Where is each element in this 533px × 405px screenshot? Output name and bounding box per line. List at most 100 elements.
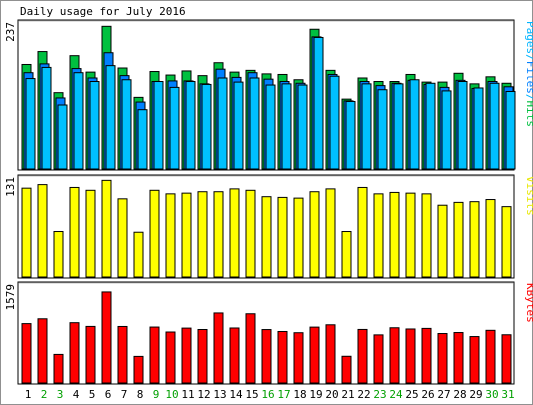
- x-axis-day-labels: 1 2 3 4 5 6 7 8 9 10 11 12 13 14 15 16 17 18 19 20 21 22 23 24 2…: [25, 388, 515, 401]
- bar-kbytes-day-12: [197, 329, 208, 384]
- bar-kbytes-day-18: [293, 332, 304, 384]
- x-tick-label-day-22: 22: [357, 388, 370, 401]
- chart-title: Daily usage for July 2016: [20, 5, 186, 18]
- bar-visits-day-28: [453, 201, 464, 278]
- x-tick-label-day-31: 31: [501, 388, 514, 401]
- bar-visits-day-2: [37, 184, 48, 278]
- bar-kbytes-day-15: [245, 313, 256, 384]
- bar-visits-day-11: [181, 192, 192, 278]
- bar-visits-day-12: [197, 191, 208, 278]
- bar-visits-day-25: [405, 192, 416, 278]
- legend-entry: Files: [524, 61, 533, 94]
- x-tick-label-day-7: 7: [121, 388, 128, 401]
- x-tick-label-day-11: 11: [181, 388, 194, 401]
- x-tick-label-day-20: 20: [325, 388, 338, 401]
- x-tick-label-day-15: 15: [245, 388, 258, 401]
- bar-kbytes-day-2: [37, 318, 48, 384]
- bar-pages-day-12: [201, 83, 212, 170]
- bar-pages-day-4: [73, 72, 84, 170]
- bar-pages-day-29: [473, 87, 484, 170]
- bar-kbytes-day-5: [85, 325, 96, 384]
- x-tick-label-day-23: 23: [373, 388, 386, 401]
- bar-pages-day-17: [281, 83, 292, 170]
- bar-pages-day-31: [505, 90, 516, 170]
- bar-kbytes-day-4: [69, 322, 80, 384]
- bar-visits-day-29: [469, 201, 480, 278]
- bar-pages-day-28: [457, 81, 468, 170]
- bar-kbytes-day-19: [309, 326, 320, 384]
- legend-visits: Visits: [524, 176, 533, 216]
- bar-pages-day-27: [441, 90, 452, 170]
- x-tick-label-day-12: 12: [197, 388, 210, 401]
- x-tick-label-day-13: 13: [213, 388, 226, 401]
- bar-kbytes-day-28: [453, 332, 464, 384]
- bar-pages-day-13: [217, 77, 228, 170]
- bar-pages-day-3: [57, 104, 68, 170]
- bar-visits-day-27: [437, 204, 448, 278]
- bar-pages-day-14: [233, 81, 244, 170]
- bar-pages-day-7: [121, 79, 132, 170]
- bar-visits-day-21: [341, 231, 352, 278]
- bar-kbytes-day-1: [21, 323, 32, 384]
- bar-visits-day-31: [501, 206, 512, 278]
- bar-visits-day-9: [149, 189, 160, 278]
- bar-pages-day-21: [345, 100, 356, 170]
- bar-pages-day-20: [329, 75, 340, 170]
- bar-kbytes-day-11: [181, 327, 192, 384]
- bar-pages-day-11: [185, 81, 196, 170]
- bar-visits-day-16: [261, 196, 272, 278]
- bar-pages-day-19: [313, 36, 324, 170]
- x-tick-label-day-24: 24: [389, 388, 403, 401]
- y-max-label-hits: 237: [4, 22, 17, 42]
- bar-kbytes-day-29: [469, 336, 480, 384]
- bar-pages-day-30: [489, 82, 500, 170]
- bar-kbytes-day-26: [421, 327, 432, 384]
- bar-pages-day-8: [137, 109, 148, 170]
- bar-pages-day-22: [361, 83, 372, 170]
- bar-pages-day-23: [377, 89, 388, 170]
- y-max-label-visits: 131: [4, 177, 17, 197]
- legend-entry: Pages: [524, 21, 533, 54]
- series-visits: [21, 179, 512, 278]
- x-tick-label-day-17: 17: [277, 388, 290, 401]
- bar-visits-day-6: [101, 179, 112, 278]
- bar-kbytes-day-14: [229, 327, 240, 384]
- x-tick-label-day-25: 25: [405, 388, 418, 401]
- x-tick-label-day-1: 1: [25, 388, 32, 401]
- x-tick-label-day-5: 5: [89, 388, 96, 401]
- panel-visits: 131 Visits: [4, 174, 533, 279]
- legend-hits: Pages/Files/Hits: [524, 21, 533, 127]
- bar-pages-day-2: [41, 66, 52, 170]
- bar-kbytes-day-7: [117, 325, 128, 384]
- legend-entry: /: [524, 94, 533, 101]
- series-kbytes: [21, 291, 512, 384]
- bar-visits-day-4: [69, 186, 80, 278]
- x-tick-label-day-27: 27: [437, 388, 450, 401]
- bar-kbytes-day-24: [389, 327, 400, 384]
- x-tick-label-day-3: 3: [57, 388, 64, 401]
- bar-visits-day-3: [53, 231, 64, 278]
- panel-kbytes: 1579 KBytes: [4, 281, 533, 385]
- x-tick-label-day-9: 9: [153, 388, 160, 401]
- bar-kbytes-day-10: [165, 331, 176, 384]
- legend-entry: Visits: [524, 176, 533, 216]
- bar-pages-day-9: [153, 81, 164, 170]
- bar-visits-day-1: [21, 187, 32, 278]
- legend-entry: /: [524, 54, 533, 61]
- x-tick-label-day-10: 10: [165, 388, 178, 401]
- x-tick-label-day-29: 29: [469, 388, 482, 401]
- bar-visits-day-23: [373, 193, 384, 278]
- legend-entry: KBytes: [524, 283, 533, 323]
- x-tick-label-day-16: 16: [261, 388, 274, 401]
- bar-visits-day-7: [117, 198, 128, 278]
- bar-kbytes-day-22: [357, 328, 368, 384]
- bar-kbytes-day-23: [373, 334, 384, 384]
- bar-kbytes-day-30: [485, 329, 496, 384]
- bar-kbytes-day-13: [213, 312, 224, 384]
- bar-pages-day-1: [25, 78, 36, 170]
- bar-pages-day-6: [105, 65, 116, 170]
- bar-kbytes-day-25: [405, 328, 416, 384]
- bar-visits-day-8: [133, 231, 144, 278]
